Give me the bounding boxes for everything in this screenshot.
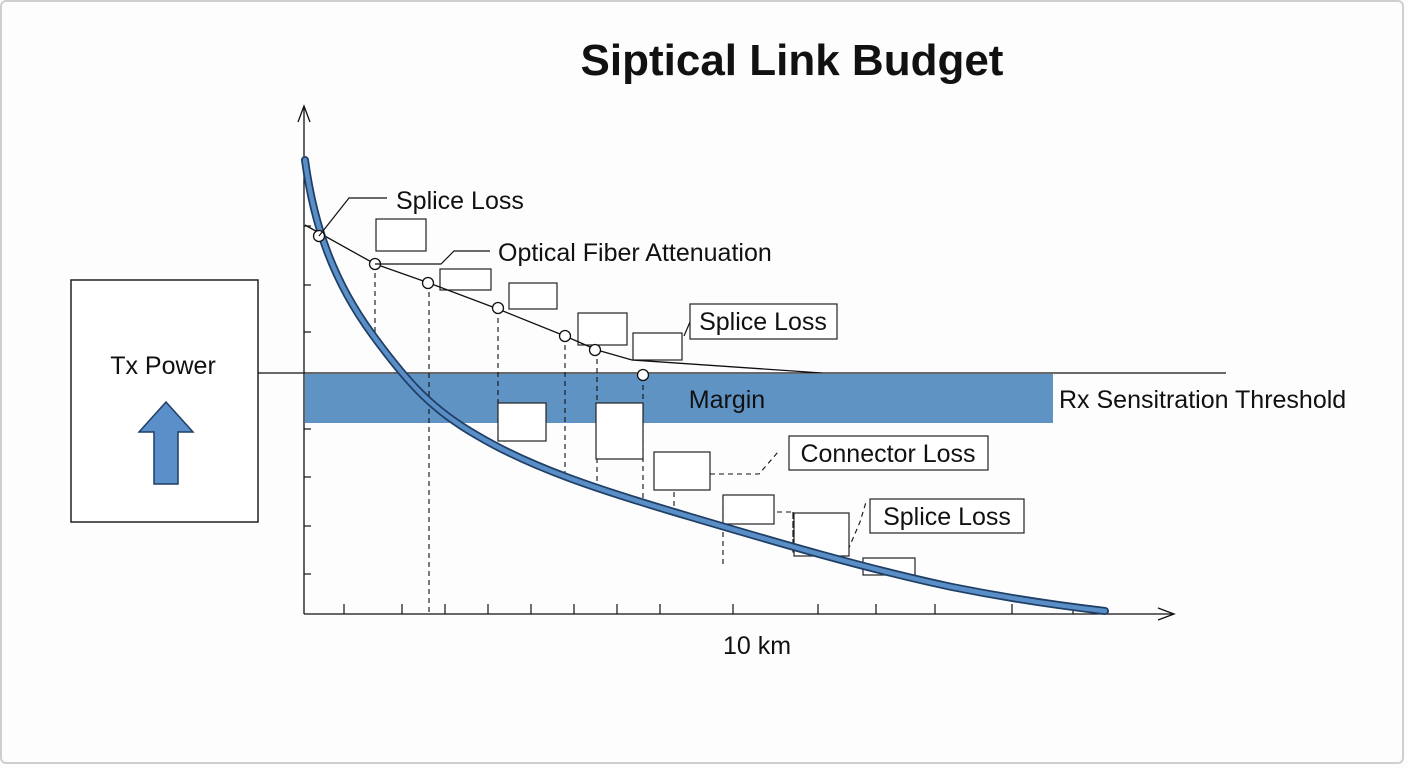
margin-label: Margin [689,386,765,414]
splice-loss-2-label: Splice Loss [883,503,1011,531]
x-axis-arrowhead [1157,607,1176,621]
splice-loss-top-label: Splice Loss [396,187,524,215]
margin-band [305,374,1053,423]
tx-power-box [70,279,259,523]
loss-box [653,451,711,491]
splice-loss-1-label: Splice Loss [699,308,827,336]
loss-box [632,332,683,361]
up-arrow-icon [137,400,195,485]
loss-boxes [375,218,916,576]
tx-power-block: Tx Power [70,279,259,523]
power-curve [302,157,1108,614]
diagram-title: Siptical Link Budget [581,36,1004,85]
loss-box [722,494,775,525]
splice-point [558,329,572,343]
x-axis-ticks [343,604,1074,614]
tx-power-label: Tx Power [110,352,216,380]
splice-loss-2-leader [847,501,867,551]
splice-loss-1-leader [683,321,691,337]
loss-box [508,282,558,310]
loss-box [497,402,547,442]
connector-loss-label: Connector Loss [800,440,975,468]
splice-point [421,276,435,290]
splice-point [491,301,505,315]
y-axis-arrowhead [297,104,311,123]
splice-point [636,368,650,382]
loss-box [595,402,644,460]
connector-loss-box [788,435,989,471]
label-leaders [318,197,691,337]
loss-box [375,218,427,252]
splice-point [588,343,602,357]
loss-box [439,268,492,291]
splice-loss-1-box [689,303,838,340]
splice-loss-top-leader [318,197,387,237]
fiber-attenuation-label: Optical Fiber Attenuation [498,239,772,267]
axes [297,104,1176,621]
loss-box [577,312,628,346]
rx-threshold-label: Rx Sensitration Threshold [1059,386,1346,414]
optical-fiber-attenuation-line [304,224,823,374]
splice-loss-2-box [869,498,1025,534]
x-axis-label: 10 km [723,632,791,660]
fiber-attenuation-leader [375,250,490,265]
